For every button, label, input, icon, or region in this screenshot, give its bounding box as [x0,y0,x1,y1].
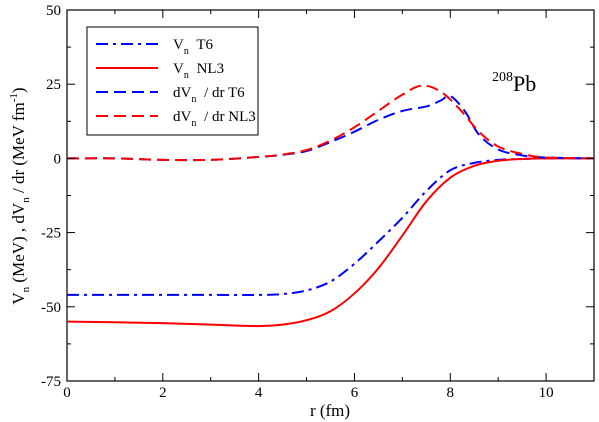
series-line-0 [67,157,595,296]
nucleus-annotation: 208Pb [492,70,536,96]
legend-label-2: dVn / dr T6 [173,85,245,105]
y-tick-label: 25 [46,77,61,93]
y-tick-label: -25 [41,226,61,242]
chart-marks [66,84,595,328]
x-tick-label: 6 [351,385,359,401]
legend-label-1: Vn NL3 [173,61,224,81]
series-line-3 [66,84,595,162]
x-tick-label: 2 [159,385,167,401]
y-tick-label: 0 [54,151,62,167]
legend-entries: Vn T6 Vn NL3 dVn / dr T6 dVn / dr NL3 [96,37,256,129]
x-tick-label: 10 [539,385,554,401]
x-tick-label: 8 [447,385,455,401]
x-tick-label: 4 [255,385,263,401]
x-axis-label: r (fm) [310,401,350,420]
legend-label-3: dVn / dr NL3 [173,109,256,129]
axis-ticks: 0 2 4 6 8 10 -75 -50 -25 0 25 50 [41,3,595,401]
series-line-1 [66,157,595,328]
x-tick-label: 0 [63,385,71,401]
y-axis-label: Vn (MeV) , dVn / dr (MeV fm-1) [8,87,32,304]
y-tick-label: -50 [41,300,61,316]
legend: Vn T6 Vn NL3 dVn / dr T6 dVn / dr NL3 [86,26,259,136]
legend-label-0: Vn T6 [173,37,213,57]
y-tick-label: 50 [46,3,61,19]
y-tick-label: -75 [41,374,61,390]
